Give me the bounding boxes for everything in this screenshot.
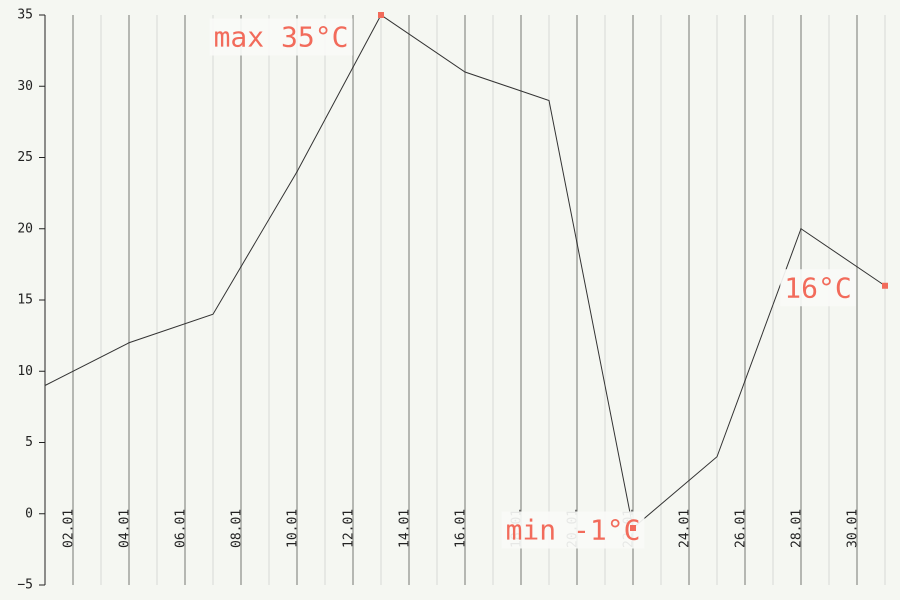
y-tick-label: 0 [25, 506, 33, 521]
y-tick-label: 30 [17, 79, 33, 94]
x-tick-label: 24.01 [678, 509, 693, 548]
y-tick-label: 10 [17, 364, 33, 379]
annotation-marker [630, 525, 636, 531]
y-tick-label: 5 [25, 435, 33, 450]
annotation-marker [378, 12, 384, 18]
x-tick-label: 04.01 [118, 509, 133, 548]
annotation: min -1°C [501, 511, 645, 549]
x-tick-label: 26.01 [734, 509, 749, 548]
series-line [44, 14, 886, 529]
annotation-marker [882, 282, 888, 289]
y-tick-label: 35 [17, 8, 33, 23]
x-tick-label: 28.01 [790, 509, 805, 548]
x-tick-label: 16.01 [454, 509, 469, 548]
x-tick-label: 12.01 [342, 509, 357, 548]
x-tick-label: 30.01 [846, 509, 861, 548]
annotation: 16°C [780, 269, 856, 307]
annotation-label: 16°C [784, 271, 851, 304]
annotation-label: max 35°C [214, 21, 349, 54]
annotation-label: min -1°C [506, 514, 641, 547]
y-tick-label: 15 [17, 293, 33, 308]
x-tick-label: 06.01 [174, 509, 189, 548]
y-tick-label: 20 [17, 221, 33, 236]
annotation-label-box [209, 18, 353, 56]
annotation: max 35°C [209, 18, 353, 56]
y-tick-label: 25 [17, 150, 33, 165]
y-tick-label: −5 [17, 578, 33, 593]
x-tick-label: 02.01 [62, 509, 77, 548]
x-tick-label: 14.01 [398, 509, 413, 548]
annotation-label-box [780, 269, 856, 307]
x-tick-label: 08.01 [230, 509, 245, 548]
annotation-label-box [501, 511, 645, 549]
x-tick-label: 10.01 [286, 509, 301, 548]
